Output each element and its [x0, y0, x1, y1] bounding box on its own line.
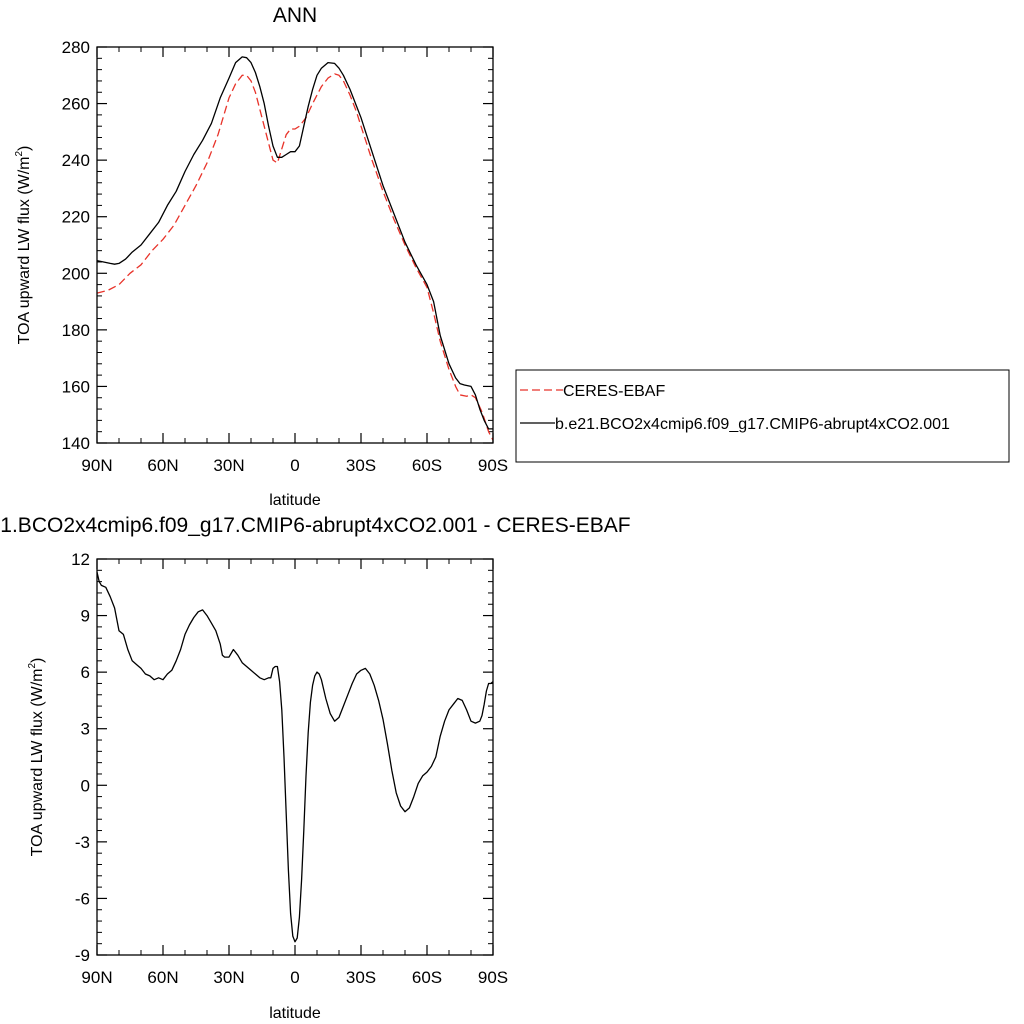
y-tick-label: 200 — [62, 264, 90, 283]
bottom-ticks — [96, 558, 494, 956]
y-tick-label: 180 — [62, 321, 90, 340]
y-tick-label: 240 — [62, 151, 90, 170]
y-tick-label: 140 — [62, 434, 90, 453]
legend: CERES-EBAF b.e21.BCO2x4cmip6.f09_g17.CMI… — [515, 369, 1010, 463]
y-tick-label: 12 — [71, 550, 90, 569]
top-y-axis-label: TOA upward LW flux (W/m2) — [14, 146, 33, 345]
y-tick-label: 220 — [62, 208, 90, 227]
top-y-axis-label-close: ) — [16, 146, 33, 151]
y-tick-label: 6 — [81, 663, 90, 682]
x-tick-label: 60N — [147, 968, 178, 987]
x-tick-label: 90S — [478, 456, 508, 475]
bottom-tick-labels: 90N 60N 30N 0 30S 60S 90S -9 -6 -3 0 3 6 9 12 — [71, 550, 508, 987]
top-ticks — [96, 46, 494, 444]
x-tick-label: 30N — [213, 456, 244, 475]
top-plot-frame — [96, 46, 494, 444]
series-line-1-0 — [96, 572, 494, 943]
y-tick-label: 3 — [81, 720, 90, 739]
bottom-series — [96, 572, 494, 943]
y-tick-label: 9 — [81, 607, 90, 626]
series-line-0-1 — [96, 56, 493, 430]
x-tick-label: 30N — [213, 968, 244, 987]
x-tick-label: 90N — [81, 968, 112, 987]
top-panel: ANN 90N 60N 30N 0 30S 60S 90S 140 160 180 200 220 24… — [14, 4, 1010, 509]
bottom-chart-title: b.e21.BCO2x4cmip6.f09_g17.CMIP6-abrupt4x… — [0, 514, 631, 537]
bottom-y-axis-label-sup: 2 — [27, 663, 38, 669]
top-x-axis-label: latitude — [269, 492, 321, 509]
bottom-y-axis-label: TOA upward LW flux (W/m2) — [27, 658, 46, 857]
bottom-y-axis-label-close: ) — [29, 658, 46, 663]
x-tick-label: 90N — [81, 456, 112, 475]
x-tick-label: 30S — [346, 968, 376, 987]
bottom-plot-frame — [96, 558, 494, 956]
x-tick-label: 60S — [412, 456, 442, 475]
top-series — [96, 56, 494, 441]
top-tick-labels: 90N 60N 30N 0 30S 60S 90S 140 160 180 200 220 240 260… — [62, 38, 509, 475]
y-tick-label: -6 — [75, 889, 90, 908]
legend-box — [515, 369, 1010, 463]
bottom-x-axis-label: latitude — [269, 1005, 321, 1022]
x-tick-label: 30S — [346, 456, 376, 475]
y-tick-label: 280 — [62, 38, 90, 57]
y-tick-label: 0 — [81, 776, 90, 795]
x-tick-label: 60S — [412, 968, 442, 987]
legend-label-model: b.e21.BCO2x4cmip6.f09_g17.CMIP6-abrupt4x… — [555, 416, 950, 433]
y-tick-label: -3 — [75, 833, 90, 852]
y-tick-label: 260 — [62, 95, 90, 114]
x-tick-label: 0 — [290, 968, 299, 987]
x-tick-label: 0 — [290, 456, 299, 475]
bottom-panel: b.e21.BCO2x4cmip6.f09_g17.CMIP6-abrupt4x… — [0, 514, 631, 1022]
y-tick-label: -9 — [75, 946, 90, 965]
y-tick-label: 160 — [62, 377, 90, 396]
x-tick-label: 60N — [147, 456, 178, 475]
top-y-axis-label-main: TOA upward LW flux (W/m — [16, 157, 33, 345]
bottom-y-axis-label-main: TOA upward LW flux (W/m — [29, 669, 46, 857]
top-chart-title: ANN — [273, 4, 317, 27]
legend-label-ceres: CERES-EBAF — [563, 383, 665, 400]
top-y-axis-label-sup: 2 — [14, 151, 25, 157]
x-tick-label: 90S — [478, 968, 508, 987]
series-line-0-0 — [96, 73, 494, 441]
